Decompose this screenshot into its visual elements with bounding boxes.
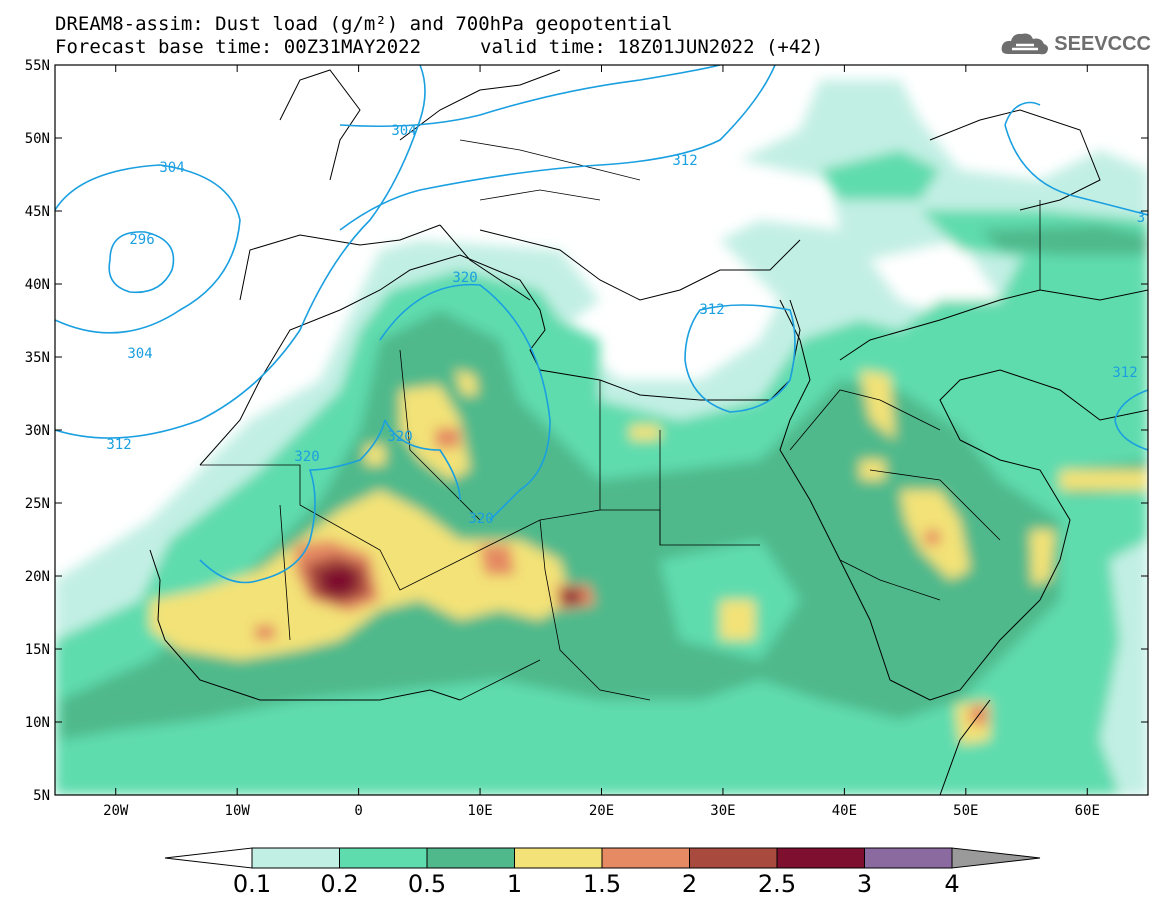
longitude-label: 10W bbox=[225, 803, 251, 819]
contour-label: 312 bbox=[672, 153, 697, 169]
colorbar-over-triangle bbox=[951, 847, 1041, 869]
map-title: DREAM8-assim: Dust load (g/m²) and 700hP… bbox=[55, 13, 673, 35]
forecast-base-time: Forecast base time: 00Z31MAY2022 bbox=[55, 36, 422, 58]
latitude-label: 35N bbox=[25, 350, 50, 366]
contour-label: 304 bbox=[127, 346, 152, 362]
contour-label: 320 bbox=[387, 429, 412, 445]
latitude-label: 55N bbox=[25, 58, 50, 74]
colorbar-swatch bbox=[864, 847, 953, 869]
contour-label: 320 bbox=[468, 511, 493, 527]
contour-label: 304 bbox=[391, 123, 416, 139]
colorbar-swatch bbox=[251, 847, 340, 869]
country-borders bbox=[200, 139, 1041, 701]
latitude-label: 10N bbox=[25, 715, 50, 731]
colorbar-swatch bbox=[514, 847, 603, 869]
contour-label: 3 bbox=[1137, 210, 1145, 226]
contour-label: 320 bbox=[452, 270, 477, 286]
latitude-label: 50N bbox=[25, 131, 50, 147]
colorbar-level-label: 0.5 bbox=[407, 870, 447, 898]
contour-label: 320 bbox=[294, 449, 319, 465]
contour-labels: 304 304 304 296 312 312 320 320 320 320 … bbox=[106, 123, 1145, 527]
latitude-label: 30N bbox=[25, 423, 50, 439]
colorbar-level-label: 2 bbox=[681, 870, 698, 898]
longitude-labels: 20W 10W 0 10E 20E 30E 40E 50E 60E bbox=[103, 803, 1100, 819]
colorbar-level-label: 1.5 bbox=[582, 870, 622, 898]
colorbar-level-label: 0.1 bbox=[232, 870, 272, 898]
contour-label: 312 bbox=[106, 437, 131, 453]
longitude-label: 40E bbox=[832, 803, 857, 819]
contour-label: 312 bbox=[699, 302, 724, 318]
logo-text: SEEVCCC bbox=[1054, 32, 1151, 55]
longitude-label: 50E bbox=[953, 803, 978, 819]
latitude-label: 5N bbox=[33, 788, 50, 804]
colorbar-swatch bbox=[689, 847, 778, 869]
coastlines bbox=[149, 69, 1148, 795]
contour-label: 312 bbox=[1112, 365, 1137, 381]
longitude-label: 60E bbox=[1075, 803, 1100, 819]
latitude-labels: 55N 50N 45N 40N 35N 30N 25N 20N 15N 10N 5N bbox=[25, 58, 50, 804]
colorbar-swatch bbox=[426, 847, 515, 869]
contour-label: 296 bbox=[129, 232, 154, 248]
dust-field bbox=[55, 80, 1148, 795]
geopotential-contours bbox=[55, 65, 1148, 584]
longitude-label: 30E bbox=[710, 803, 735, 819]
cloud-logo-icon bbox=[1001, 33, 1049, 55]
longitude-label: 20W bbox=[103, 803, 129, 819]
contour-label: 304 bbox=[159, 160, 184, 176]
latitude-label: 20N bbox=[25, 569, 50, 585]
valid-time: valid time: 18Z01JUN2022 (+42) bbox=[480, 36, 824, 58]
colorbar-swatch bbox=[601, 847, 690, 869]
latitude-label: 25N bbox=[25, 496, 50, 512]
colorbar-swatch bbox=[339, 847, 428, 869]
longitude-label: 20E bbox=[589, 803, 614, 819]
colorbar-level-label: 4 bbox=[944, 870, 960, 898]
longitude-label: 0 bbox=[354, 803, 362, 819]
longitude-label: 10E bbox=[467, 803, 492, 819]
colorbar-swatch bbox=[776, 847, 865, 869]
latitude-label: 40N bbox=[25, 277, 50, 293]
colorbar-level-label: 1 bbox=[506, 870, 523, 898]
colorbar bbox=[164, 847, 1041, 869]
seevccc-logo: SEEVCCC bbox=[1000, 30, 1151, 58]
axis-ticks bbox=[55, 64, 1148, 796]
colorbar-level-label: 0.2 bbox=[320, 870, 359, 898]
colorbar-under-triangle bbox=[164, 847, 253, 869]
latitude-label: 15N bbox=[25, 642, 50, 658]
colorbar-level-label: 2.5 bbox=[757, 870, 797, 898]
colorbar-level-label: 3 bbox=[856, 870, 873, 898]
latitude-label: 45N bbox=[25, 204, 50, 220]
